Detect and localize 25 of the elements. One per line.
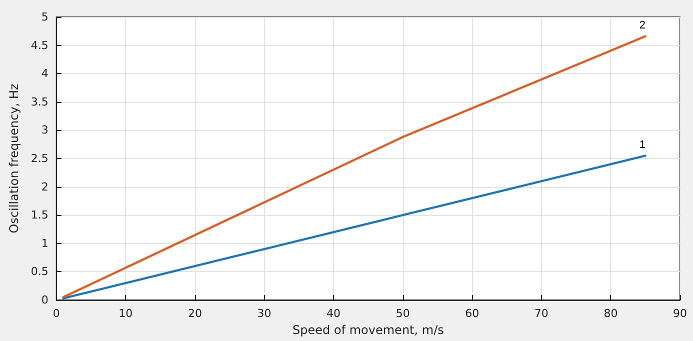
x-tick-label: 0	[52, 307, 60, 320]
y-tick-label: 1	[41, 236, 48, 250]
y-tick-label: 4	[41, 67, 48, 80]
x-tick-label: 80	[604, 307, 618, 320]
series-label: 1	[639, 139, 646, 152]
x-tick-label: 10	[118, 307, 133, 320]
y-tick-label: 5	[41, 10, 48, 24]
x-tick-label: 60	[465, 307, 480, 320]
x-tick-label: 40	[326, 307, 341, 320]
y-tick-label: 1.5	[30, 208, 48, 222]
y-axis-title: Oscillation frequency, Hz	[7, 84, 21, 234]
y-tick-label: 0	[41, 294, 48, 306]
y-tick-label: 2.5	[30, 152, 48, 165]
y-tick-label: 2	[41, 180, 48, 194]
x-axis-title: Speed of movement, m/s	[292, 323, 444, 337]
x-tick-label: 70	[534, 307, 548, 320]
y-tick-label: 3	[41, 124, 48, 137]
y-tick-label: 3.5	[30, 95, 48, 108]
series-label: 2	[639, 20, 646, 32]
y-tick-label: 4.5	[30, 38, 48, 52]
y-tick-label: 0.5	[30, 265, 48, 278]
x-tick-label: 30	[257, 307, 272, 320]
x-tick-label: 90	[673, 307, 687, 320]
x-tick-label: 20	[188, 307, 202, 320]
x-tick-label: 50	[396, 307, 410, 320]
